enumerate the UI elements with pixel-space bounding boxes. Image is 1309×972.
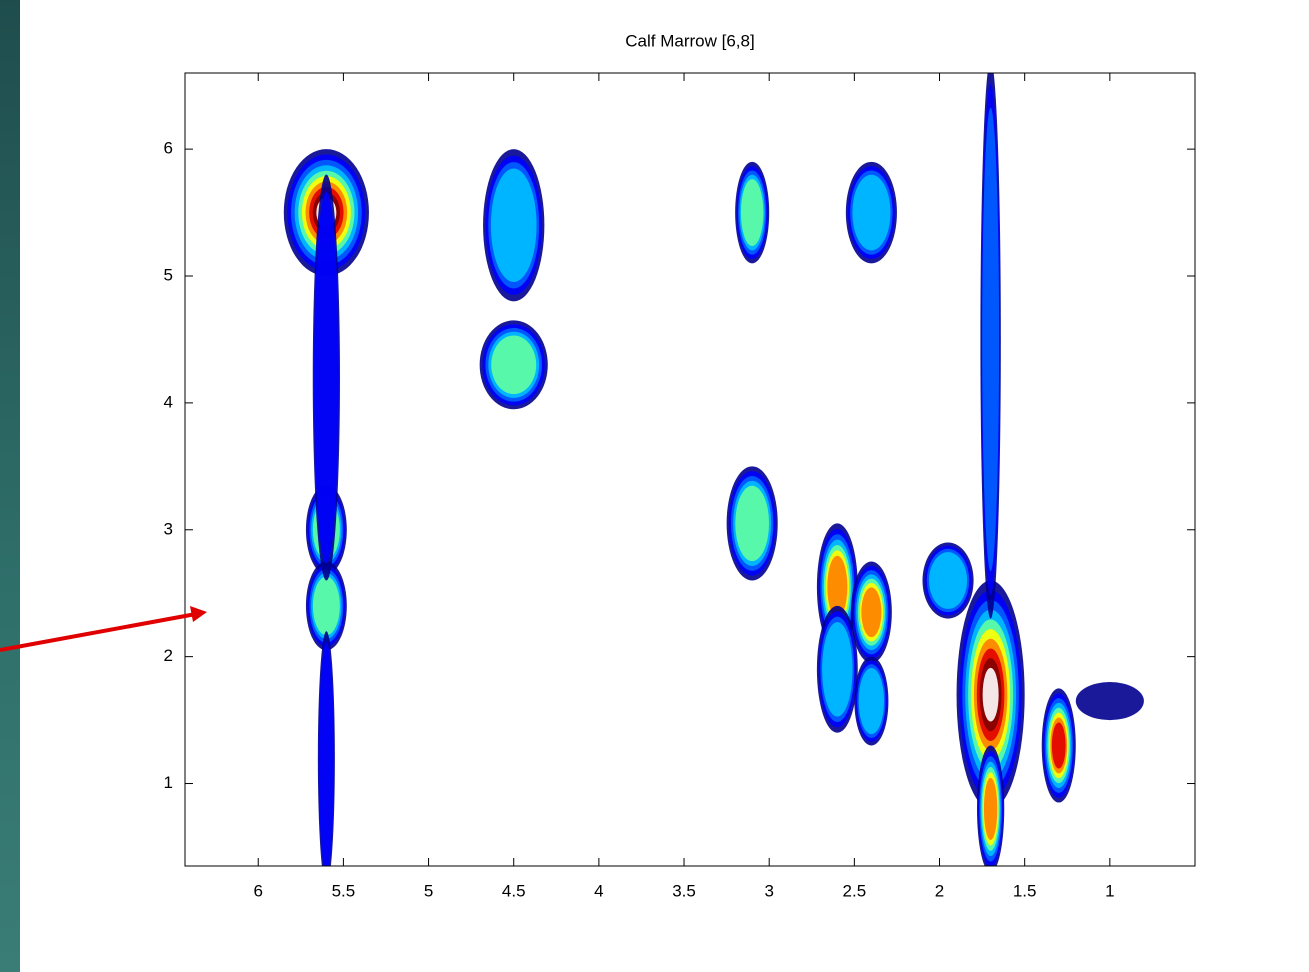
contour-level bbox=[313, 191, 339, 564]
contour-area bbox=[283, 73, 1144, 866]
x-tick-label: 5.5 bbox=[332, 881, 356, 900]
slide-edge bbox=[0, 0, 20, 972]
contour-level bbox=[827, 555, 848, 618]
x-tick-label: 2.5 bbox=[843, 881, 867, 900]
contour-level bbox=[312, 576, 340, 636]
x-tick-label: 3.5 bbox=[672, 881, 696, 900]
contour-level bbox=[982, 107, 1000, 572]
contour-level bbox=[822, 622, 853, 717]
x-tick-label: 4.5 bbox=[502, 881, 526, 900]
contour-level bbox=[858, 667, 885, 735]
contour-level bbox=[852, 174, 891, 251]
y-tick-label: 6 bbox=[164, 139, 173, 158]
contour-level bbox=[929, 552, 968, 609]
contour-level bbox=[861, 587, 882, 638]
contour-level bbox=[983, 777, 998, 840]
x-tick-label: 5 bbox=[424, 881, 433, 900]
contour-level bbox=[735, 485, 770, 562]
plot-frame bbox=[184, 72, 1196, 867]
contour-level bbox=[982, 667, 999, 722]
contour-level bbox=[490, 168, 537, 282]
arrow-head bbox=[190, 606, 207, 622]
contour-level bbox=[1051, 722, 1066, 769]
y-tick-label: 5 bbox=[164, 265, 173, 284]
arrow-shaft bbox=[0, 612, 197, 652]
contour-level bbox=[740, 179, 764, 247]
chart-title: Calf Marrow [6,8] bbox=[625, 31, 754, 50]
x-tick-label: 1.5 bbox=[1013, 881, 1037, 900]
x-tick-label: 4 bbox=[594, 881, 603, 900]
y-tick-label: 4 bbox=[164, 392, 173, 411]
y-tick-label: 3 bbox=[164, 519, 173, 538]
y-tick-label: 1 bbox=[164, 773, 173, 792]
contour-level bbox=[491, 335, 537, 395]
x-tick-label: 2 bbox=[935, 881, 944, 900]
contour-level bbox=[1075, 682, 1144, 721]
contour-level bbox=[318, 642, 335, 866]
x-tick-label: 1 bbox=[1105, 881, 1114, 900]
x-tick-label: 6 bbox=[254, 881, 263, 900]
x-tick-label: 3 bbox=[764, 881, 773, 900]
y-tick-label: 2 bbox=[164, 646, 173, 665]
